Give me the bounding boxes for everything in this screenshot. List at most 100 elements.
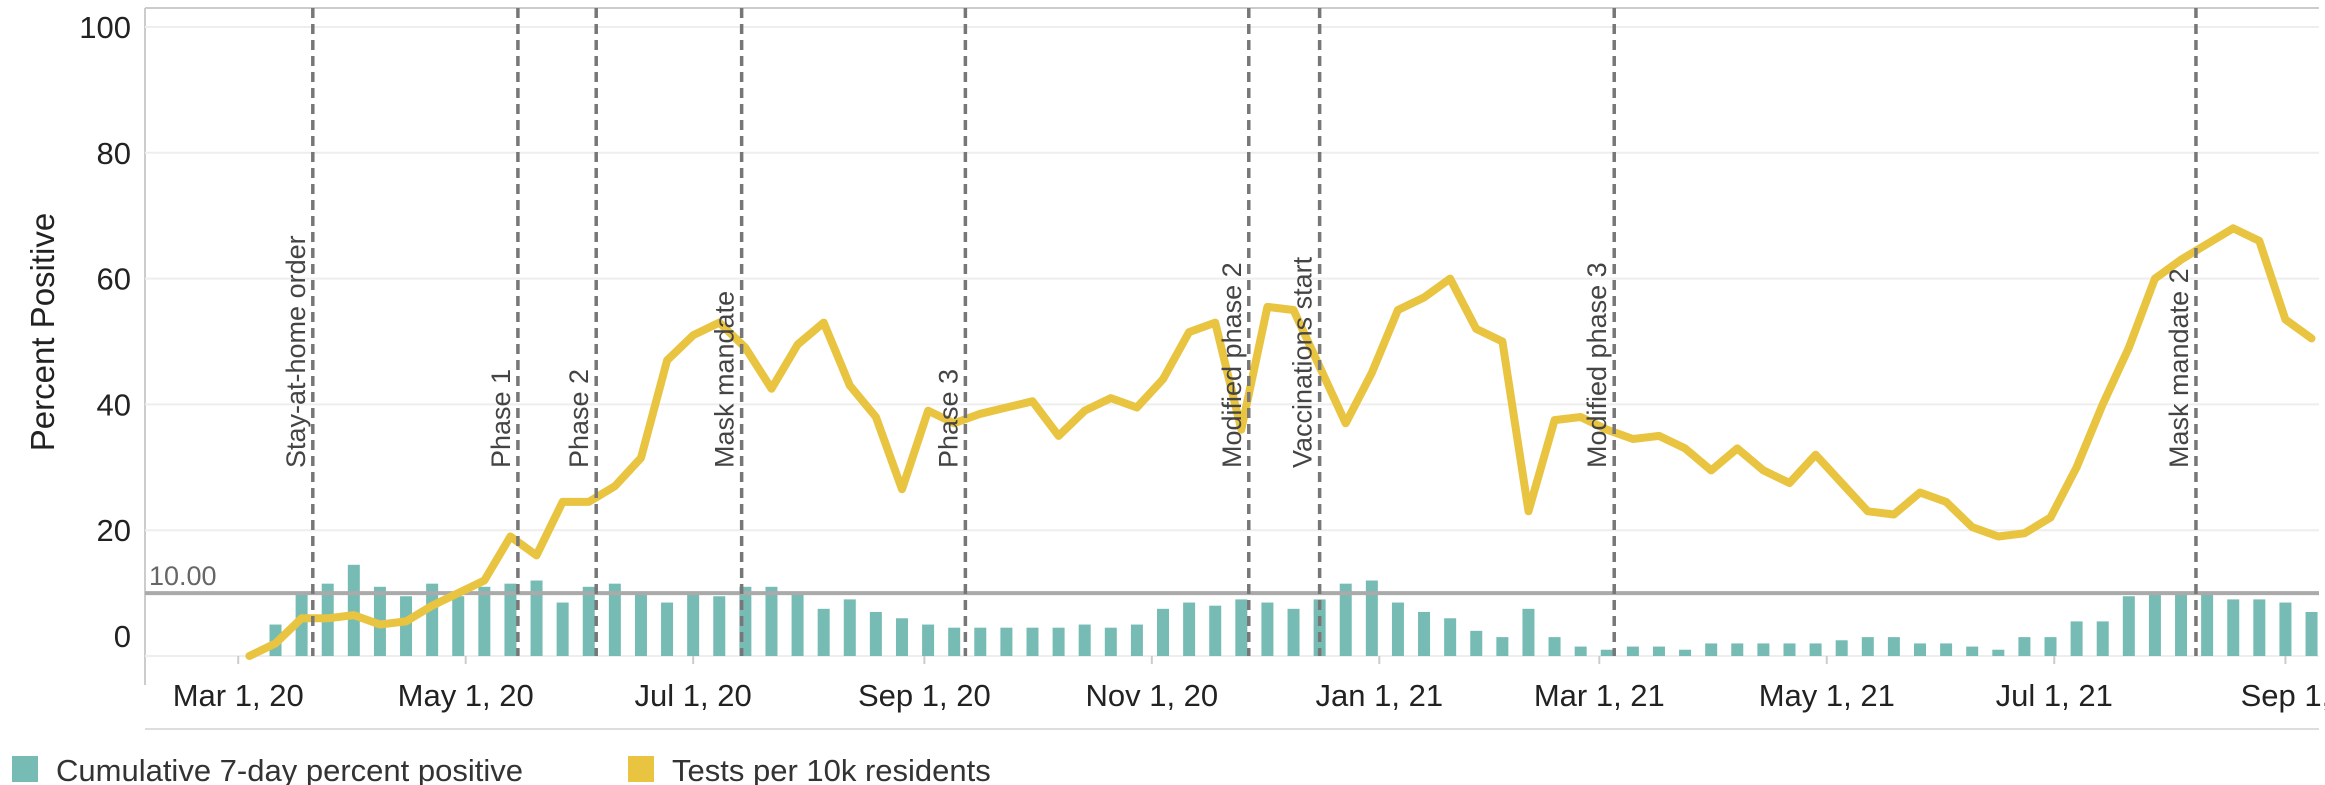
- bar: [922, 624, 935, 656]
- bar: [2122, 596, 2135, 656]
- bar: [1078, 624, 1091, 656]
- event-label: Mask mandate 2: [2164, 268, 2194, 468]
- x-tick-label: Sep 1,: [2241, 678, 2325, 713]
- bar: [347, 564, 360, 656]
- event-label: Phase 2: [564, 369, 594, 468]
- bar: [869, 611, 882, 656]
- bar: [1835, 640, 1848, 656]
- event-label: Mask mandate: [710, 291, 740, 468]
- bar: [1209, 605, 1222, 656]
- bar: [1130, 624, 1143, 656]
- bar: [1992, 649, 2005, 656]
- bar: [661, 602, 674, 656]
- bar: [2096, 621, 2109, 656]
- bar: [1887, 637, 1900, 656]
- bar: [1861, 637, 1874, 656]
- bar: [1705, 643, 1718, 656]
- bar: [1679, 649, 1692, 656]
- bar: [2279, 602, 2292, 656]
- bar: [1731, 643, 1744, 656]
- y-tick-label: 60: [97, 262, 131, 297]
- y-tick-label: 80: [97, 136, 131, 171]
- bar: [1966, 646, 1979, 656]
- bar: [895, 618, 908, 656]
- event-label: Vaccinations start: [1288, 256, 1318, 468]
- bar: [1522, 608, 1535, 656]
- x-tick-label: Mar 1, 21: [1534, 678, 1665, 713]
- bar: [1913, 643, 1926, 656]
- y-tick-label: 100: [79, 10, 131, 45]
- legend-swatch: [12, 756, 38, 782]
- bar: [1026, 627, 1039, 656]
- bar: [765, 586, 778, 656]
- bar: [974, 627, 987, 656]
- bar: [1470, 630, 1483, 656]
- bar: [2201, 593, 2214, 656]
- x-tick-label: May 1, 20: [398, 678, 534, 713]
- bar: [817, 608, 830, 656]
- bar: [2253, 599, 2266, 656]
- bar: [843, 599, 856, 656]
- bar: [1261, 602, 1274, 656]
- bar: [478, 586, 491, 656]
- y-axis-title: Percent Positive: [24, 213, 61, 451]
- bar: [1444, 618, 1457, 656]
- bar: [1104, 627, 1117, 656]
- bar: [1548, 637, 1561, 656]
- line: [245, 224, 2316, 660]
- bar: [1809, 643, 1822, 656]
- y-tick-label: 20: [97, 513, 131, 548]
- event-label: Modified phase 2: [1217, 262, 1247, 468]
- bar: [2227, 599, 2240, 656]
- x-tick-label: Sep 1, 20: [858, 678, 991, 713]
- bar: [1365, 580, 1378, 656]
- bar: [1000, 627, 1013, 656]
- event-label: Modified phase 3: [1582, 262, 1612, 468]
- bar: [504, 583, 517, 656]
- bar: [713, 596, 726, 656]
- bar: [295, 593, 308, 656]
- bar: [948, 627, 961, 656]
- y-tick-label: 40: [97, 387, 131, 422]
- event-label: Phase 3: [933, 369, 963, 468]
- bar: [1626, 646, 1639, 656]
- y-tick-label: 0: [114, 619, 131, 654]
- bar: [400, 596, 413, 656]
- bar: [2148, 593, 2161, 656]
- bar: [1783, 643, 1796, 656]
- reference-label: 10.00: [149, 561, 217, 591]
- bar: [1287, 608, 1300, 656]
- bar: [1391, 602, 1404, 656]
- x-tick-label: Jan 1, 21: [1316, 678, 1444, 713]
- bar: [1418, 611, 1431, 656]
- bar: [1496, 637, 1509, 656]
- x-tick-label: May 1, 21: [1759, 678, 1895, 713]
- bar: [1339, 583, 1352, 656]
- bar: [2044, 637, 2057, 656]
- event-label: Stay-at-home order: [281, 235, 311, 468]
- bar: [1235, 599, 1248, 656]
- bar: [1052, 627, 1065, 656]
- bar: [634, 593, 647, 656]
- bar: [556, 602, 569, 656]
- bar: [530, 580, 543, 656]
- bar: [1157, 608, 1170, 656]
- x-tick-label: Mar 1, 20: [173, 678, 304, 713]
- bar: [2018, 637, 2031, 656]
- bar: [791, 593, 804, 656]
- bar: [1183, 602, 1196, 656]
- bar: [1757, 643, 1770, 656]
- bar: [2305, 611, 2318, 656]
- bar: [452, 596, 465, 656]
- legend-label: Cumulative 7-day percent positive: [56, 753, 523, 785]
- bar: [1940, 643, 1953, 656]
- bar: [2175, 593, 2188, 656]
- legend-label: Tests per 10k residents: [672, 753, 991, 785]
- x-tick-label: Nov 1, 20: [1085, 678, 1218, 713]
- bar: [608, 583, 621, 656]
- bar: [687, 593, 700, 656]
- bar: [1574, 646, 1587, 656]
- bar: [2070, 621, 2083, 656]
- x-tick-label: Jul 1, 21: [1996, 678, 2113, 713]
